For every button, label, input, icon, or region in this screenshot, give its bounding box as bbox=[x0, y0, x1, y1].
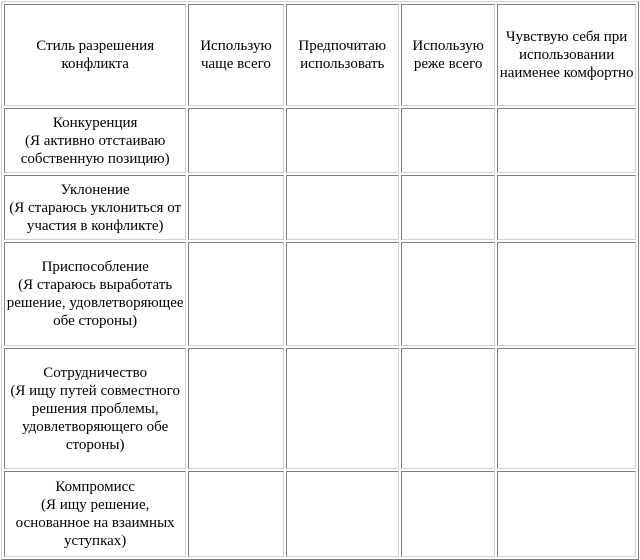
empty-cell[interactable] bbox=[497, 242, 636, 346]
empty-cell[interactable] bbox=[188, 242, 284, 346]
empty-cell[interactable] bbox=[497, 348, 636, 469]
style-description: (Я активно отстаиваю собственную позицию… bbox=[20, 132, 170, 167]
empty-cell[interactable] bbox=[497, 108, 636, 173]
empty-cell[interactable] bbox=[401, 348, 496, 469]
empty-cell[interactable] bbox=[188, 108, 284, 173]
header-row: Стиль разрешения конфликта Использую чащ… bbox=[4, 4, 636, 106]
empty-cell[interactable] bbox=[401, 108, 496, 173]
style-name: Конкуренция bbox=[52, 114, 138, 131]
header-cell: Чувствую себя при использовании наименее… bbox=[497, 4, 636, 106]
table-row: Компромисс (Я ищу решение, основанное на … bbox=[4, 471, 636, 557]
empty-cell[interactable] bbox=[188, 348, 284, 469]
empty-cell[interactable] bbox=[188, 471, 284, 557]
empty-cell[interactable] bbox=[497, 471, 636, 557]
empty-cell[interactable] bbox=[497, 175, 636, 240]
empty-cell[interactable] bbox=[401, 242, 496, 346]
style-description: (Я стараюсь выработать решение, удовлетв… bbox=[6, 277, 184, 329]
table-row: Сотрудничество (Я ищу путей совместного р… bbox=[4, 348, 636, 469]
empty-cell[interactable] bbox=[285, 242, 399, 346]
style-cell: Конкуренция (Я активно отстаиваю собствен… bbox=[4, 108, 187, 173]
header-cell: Стиль разрешения конфликта bbox=[4, 4, 187, 106]
style-cell: Сотрудничество (Я ищу путей совместного р… bbox=[4, 348, 187, 469]
empty-cell[interactable] bbox=[401, 471, 496, 557]
table-row: Конкуренция (Я активно отстаиваю собствен… bbox=[4, 108, 636, 173]
header-cell: Предпочитаю использовать bbox=[285, 4, 399, 106]
empty-cell[interactable] bbox=[285, 348, 399, 469]
style-name: Компромисс bbox=[55, 479, 135, 495]
style-description: (Я ищу путей совместного решения проблем… bbox=[10, 382, 180, 453]
empty-cell[interactable] bbox=[285, 175, 399, 240]
style-cell: Уклонение (Я стараюсь уклониться от участ… bbox=[4, 175, 187, 240]
table-row: Приспособление (Я стараюсь выработать реш… bbox=[4, 242, 636, 346]
empty-cell[interactable] bbox=[285, 108, 399, 173]
style-name: Сотрудничество bbox=[43, 364, 148, 381]
style-name: Приспособление bbox=[41, 259, 149, 275]
table-row: Уклонение (Я стараюсь уклониться от участ… bbox=[4, 175, 636, 240]
header-cell: Использую чаще всего bbox=[188, 4, 284, 106]
style-name: Уклонение bbox=[60, 181, 130, 198]
style-cell: Приспособление (Я стараюсь выработать реш… bbox=[4, 242, 187, 346]
style-description: (Я ищу решение, основанное на взаимных у… bbox=[15, 497, 175, 549]
empty-cell[interactable] bbox=[188, 175, 284, 240]
header-cell: Использую реже всего bbox=[401, 4, 496, 106]
style-description: (Я стараюсь уклониться от участия в конф… bbox=[9, 199, 182, 234]
empty-cell[interactable] bbox=[401, 175, 496, 240]
style-cell: Компромисс (Я ищу решение, основанное на … bbox=[4, 471, 187, 557]
empty-cell[interactable] bbox=[285, 471, 399, 557]
